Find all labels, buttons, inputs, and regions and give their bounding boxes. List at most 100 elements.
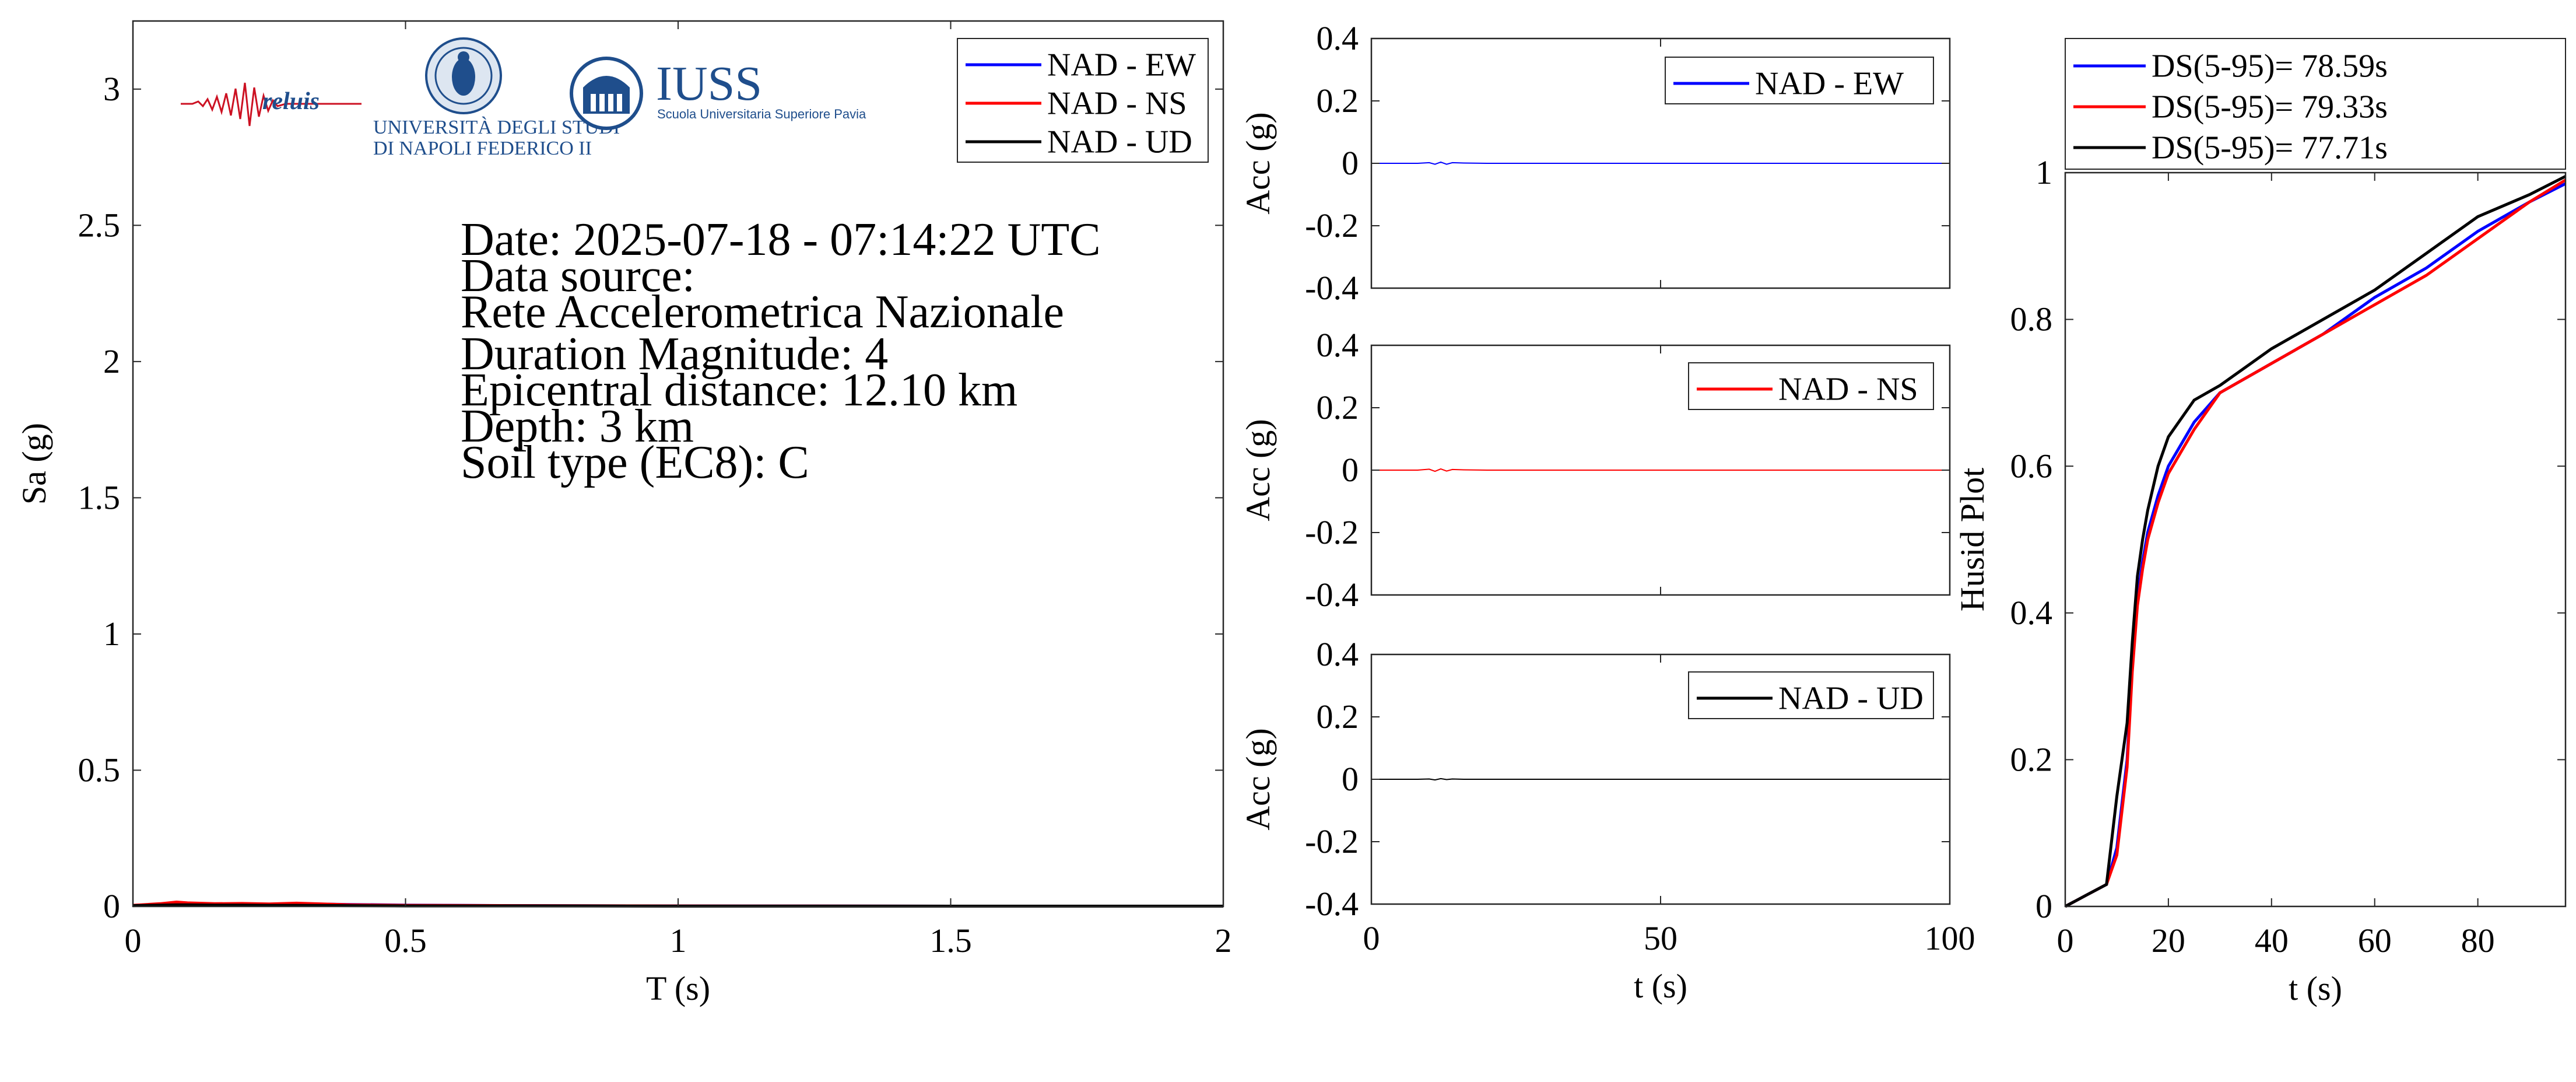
reluis-waveform-icon [181,82,362,127]
acc-ew-legend-label: NAD - EW [1755,65,1904,101]
husid-legend-label: DS(5-95)= 78.59s [2152,48,2388,84]
acc-ew-group: 0.4 0.2 0 -0.2 -0.4 Acc (g) [1239,19,1951,307]
event-depth: Depth: 3 km [461,401,694,452]
spectrum-ytick-label: 1.5 [78,479,121,517]
spectrum-ylabel: Sa (g) [15,423,53,505]
spectrum-ytick-label: 1 [103,615,120,653]
husid-ytick-label: 0.6 [2010,447,2053,485]
acc-ud-legend-box [1688,671,1934,719]
husid-series-line-2 [2064,178,2567,908]
unina-logo: UNIVERSITÀ DEGLI STUDI DI NAPOLI FEDERIC… [373,35,620,163]
spectrum-chart: 0 0.5 1 1.5 2 0 0.5 1 1.5 2 2.5 3 T (s) Sa (g) NAD - E… [15,20,1232,1007]
husid-legend-box [2065,38,2566,170]
iuss-logo-text: IUSS [656,57,763,111]
husid-xtick-label: 80 [2461,922,2495,960]
husid-ylabel: Husid Plot [1953,468,1991,612]
acc-ew-legend: NAD - EW [1665,57,1934,104]
acc-ns-series-line-1 [1371,468,1950,472]
acc-ns-ytick-label: -0.2 [1305,513,1359,551]
acc-ud-legend-label: NAD - UD [1778,680,1924,716]
acc-ew-legend-box [1665,57,1934,104]
acc-ns-ytick-label: -0.4 [1305,576,1359,614]
acc-ns-legend-label: NAD - NS [1778,371,1918,407]
acc-ns-ytick-label: 0 [1342,451,1359,489]
husid-ytick-label: 0.4 [2010,594,2053,632]
reluis-logo-text: reluis [262,88,320,115]
spectrum-xtick-label: 0.5 [384,922,427,960]
acc-ud-group: 0 50 100 0.4 0.2 0 -0.2 -0.4 t (s) Acc (g) [1239,635,1975,1005]
unina-seal-icon [425,37,502,114]
husid-xtick-label: 40 [2255,922,2289,960]
acc-ud-ytick-label: -0.4 [1305,885,1359,923]
acc-ns-ylabel: Acc (g) [1239,419,1277,521]
husid-ytick-label: 1 [2035,153,2052,191]
husid-group: 0 20 40 60 80 0 0.2 0.4 0.6 0.8 1 t (s) Husid Plot [1953,153,2567,1007]
acc-ud-ytick-label: 0.4 [1317,635,1359,673]
iuss-logo: IUSS Scuola Universitaria Superiore Pavi… [568,55,883,137]
acc-ew-ytick-label: -0.2 [1305,206,1359,244]
spectrum-xtick-label: 2 [1215,922,1232,960]
spectrum-ytick-label: 0 [103,887,120,925]
spectrum-xtick-label: 0 [125,922,142,960]
acc-ud-xtick-label: 50 [1644,919,1677,957]
acc-ud-ylabel: Acc (g) [1239,728,1277,831]
acc-ew-series-line-1 [1371,161,1950,165]
acc-ud-legend: NAD - UD [1688,671,1934,719]
spectrum-group: 0 0.5 1 1.5 2 0 0.5 1 1.5 2 2.5 3 T (s) Sa (g) [15,20,1232,1007]
husid-xtick-label: 0 [2057,922,2074,960]
spectrum-ytick-label: 3 [103,70,120,108]
duration-magnitude: Duration Magnitude: 4 [461,328,889,380]
husid-xtick-label: 20 [2152,922,2185,960]
spectrum-ytick-label: 2.5 [78,206,121,244]
acc-ns-legend: NAD - NS [1688,362,1934,410]
husid-ytick-label: 0 [2035,887,2052,925]
acc-ew-ytick-label: 0 [1342,144,1359,182]
husid-series-line-3 [2064,175,2567,908]
acc-ns-ytick-label: 0.2 [1317,388,1359,426]
acc-ud-xlabel: t (s) [1634,967,1687,1005]
husid-ytick-label: 0.2 [2010,741,2053,779]
iuss-emblem-icon [570,57,643,130]
acc-ud-ytick-label: -0.2 [1305,822,1359,860]
reluis-logo: reluis [181,76,367,131]
acc-ud-ytick-label: 0 [1342,760,1359,798]
spectrum-legend-label: NAD - UD [1047,124,1192,160]
event-date: Date: 2025-07-18 - 07:14:22 UTC [461,214,1101,265]
event-info: Date: 2025-07-18 - 07:14:22 UTC Data sou… [461,214,1101,488]
data-source-name: Rete Accelerometrica Nazionale [461,286,1064,338]
husid-legend-label: DS(5-95)= 79.33s [2152,89,2388,125]
spectrum-xtick-label: 1.5 [929,922,972,960]
soil-type: Soil type (EC8): C [461,437,809,488]
unina-name-line2: DI NAPOLI FEDERICO II [373,138,592,159]
spectrum-legend-label: NAD - EW [1047,47,1196,83]
husid-series-line-1 [2064,182,2567,908]
acc-ew-ylabel: Acc (g) [1239,112,1277,215]
data-source-label: Data source: [461,250,696,302]
spectrum-xtick-label: 1 [670,922,687,960]
husid-xlabel: t (s) [2289,969,2342,1007]
acc-ew-ytick-label: 0.4 [1317,19,1359,57]
acc-ew-ytick-label: -0.4 [1305,269,1359,307]
acc-ud-ytick-label: 0.2 [1317,698,1359,736]
acc-ud-series-line-1 [1371,778,1950,781]
spectrum-ytick-label: 2 [103,342,120,380]
husid-axes-box [2064,171,2567,908]
husid-legend-label: DS(5-95)= 77.71s [2152,129,2388,166]
acc-ns-legend-box [1688,362,1934,410]
spectrum-xlabel: T (s) [646,969,710,1007]
spectrum-legend-label: NAD - NS [1047,85,1187,121]
husid-ytick-label: 0.8 [2010,300,2053,338]
acc-ud-xtick-label: 100 [1925,919,1975,957]
acc-ns-ytick-label: 0.4 [1317,326,1359,364]
husid-chart: 0 20 40 60 80 0 0.2 0.4 0.6 0.8 1 t (s) Husid Plot DS… [1953,38,2567,1007]
epicentral-distance: Epicentral distance: 12.10 km [461,365,1018,416]
acc-ud-xtick-label: 0 [1363,919,1380,957]
unina-name-line1: UNIVERSITÀ DEGLI STUDI [373,117,620,138]
spectrum-ytick-label: 0.5 [78,751,121,789]
iuss-logo-subtitle: Scuola Universitaria Superiore Pavia [657,107,866,121]
husid-legend: DS(5-95)= 78.59s DS(5-95)= 79.33s DS(5-95)… [2065,38,2566,170]
acc-ns-group: 0.4 0.2 0 -0.2 -0.4 Acc (g) [1239,326,1951,614]
